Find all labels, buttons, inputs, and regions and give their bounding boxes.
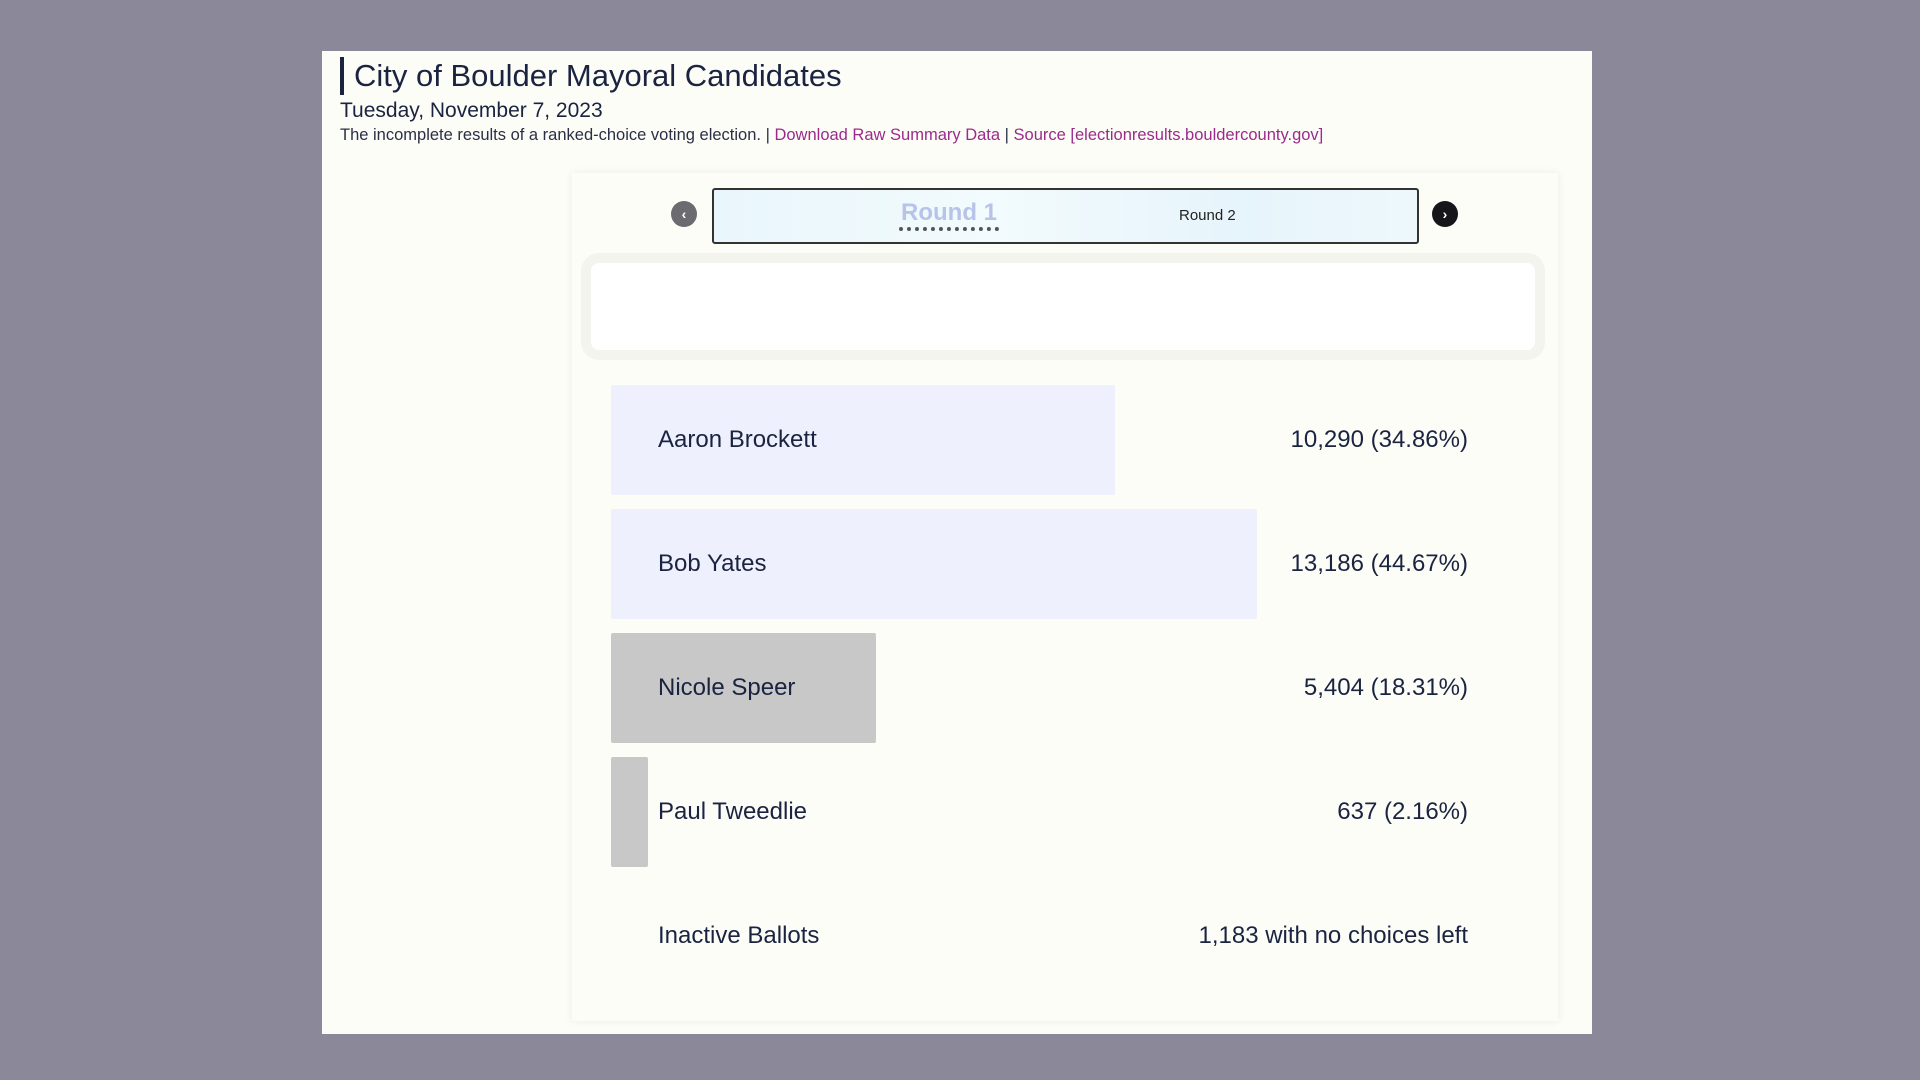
candidate-vote-label: 637 (2.16%): [1337, 798, 1468, 825]
source-link[interactable]: Source [electionresults.bouldercounty.go…: [1013, 126, 1324, 144]
chevron-right-icon[interactable]: ›: [1432, 201, 1458, 227]
election-date: Tuesday, November 7, 2023: [340, 99, 603, 122]
candidate-name: Paul Tweedlie: [658, 798, 807, 825]
chevron-left-icon[interactable]: ‹: [671, 201, 697, 227]
candidate-vote-label: 5,404 (18.31%): [1303, 674, 1468, 701]
separator: |: [765, 126, 770, 144]
candidate-name: Bob Yates: [658, 550, 767, 577]
candidate-vote-label: 10,290 (34.86%): [1290, 426, 1468, 453]
candidate-name: Nicole Speer: [658, 674, 796, 701]
inactive-ballots-label: Inactive Ballots: [658, 922, 820, 949]
page-title: City of Boulder Mayoral Candidates: [340, 57, 842, 95]
inactive-ballots-row: Inactive Ballots 1,183 with no choices le…: [611, 881, 1468, 991]
candidate-bar: [611, 757, 648, 867]
tab-round-1[interactable]: Round 1: [899, 199, 999, 231]
candidate-vote-label: 13,186 (44.67%): [1290, 550, 1468, 577]
round-selector[interactable]: Round 1 Round 2: [712, 188, 1419, 244]
separator: |: [1004, 126, 1009, 144]
candidate-bar: [611, 509, 1257, 619]
candidate-name: Aaron Brockett: [658, 426, 817, 453]
description-line: The incomplete results of a ranked-choic…: [340, 126, 1323, 145]
candidate-row: Bob Yates 13,186 (44.67%): [611, 509, 1468, 619]
inactive-ballots-value: 1,183 with no choices left: [1198, 922, 1469, 949]
chart-card: ‹ Round 1 Round 2 › Aaron Brockett 10,290…: [572, 173, 1558, 1021]
download-raw-data-link[interactable]: Download Raw Summary Data: [774, 126, 1001, 144]
candidate-row: Paul Tweedlie 637 (2.16%): [611, 757, 1468, 867]
candidate-row: Nicole Speer 5,404 (18.31%): [611, 633, 1468, 743]
description-text: The incomplete results of a ranked-choic…: [340, 126, 761, 144]
candidate-bar: [611, 385, 1115, 495]
candidate-row: Aaron Brockett 10,290 (34.86%): [611, 385, 1468, 495]
candidate-bar: [611, 633, 876, 743]
round-description-box: [591, 263, 1535, 350]
tab-round-2[interactable]: Round 2: [1179, 207, 1236, 224]
results-page: City of Boulder Mayoral Candidates Tuesd…: [322, 51, 1592, 1034]
